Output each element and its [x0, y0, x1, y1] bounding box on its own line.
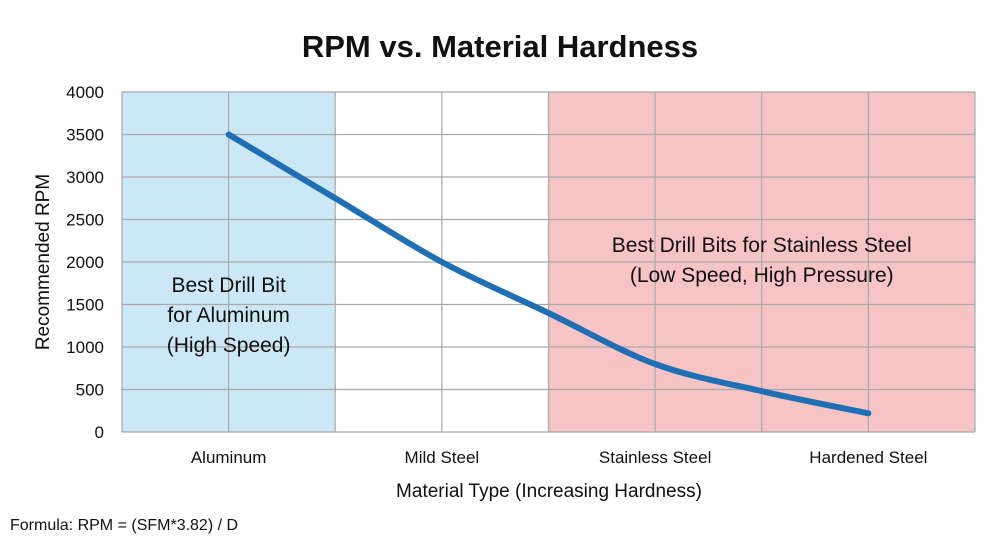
y-tick-label: 1000: [66, 338, 104, 357]
x-ticks: Aluminum Mild Steel Stainless Steel Hardene…: [191, 448, 928, 467]
region-label-line: Best Drill Bits for Stainless Steel: [612, 234, 912, 257]
chart-title: RPM vs. Material Hardness: [302, 29, 698, 64]
y-ticks: 0 500 1000 1500 2000 2500 3000 3500 4000: [66, 83, 104, 442]
formula-annotation: Formula: RPM = (SFM*3.82) / D: [10, 517, 238, 534]
region-label-line: (Low Speed, High Pressure): [630, 264, 894, 287]
x-tick-label: Stainless Steel: [599, 448, 711, 467]
y-tick-label: 0: [95, 423, 104, 442]
y-tick-label: 4000: [66, 83, 104, 102]
x-axis-label: Material Type (Increasing Hardness): [396, 481, 702, 502]
y-tick-label: 2500: [66, 211, 104, 230]
region-labels: Best Drill Bit for Aluminum (High Speed) Be…: [167, 234, 912, 357]
series: [225, 131, 872, 417]
y-tick-label: 500: [76, 381, 104, 400]
y-tick-label: 3000: [66, 168, 104, 187]
region-label-line: (High Speed): [167, 334, 291, 357]
y-tick-label: 2000: [66, 253, 104, 272]
x-tick-label: Aluminum: [191, 448, 267, 467]
y-tick-label: 3500: [66, 126, 104, 145]
y-axis-label: Recommended RPM: [33, 174, 54, 350]
region-label-line: Best Drill Bit: [171, 274, 286, 297]
region-label-line: for Aluminum: [167, 304, 290, 327]
x-tick-label: Mild Steel: [405, 448, 480, 467]
x-tick-label: Hardened Steel: [809, 448, 927, 467]
y-tick-label: 1500: [66, 296, 104, 315]
